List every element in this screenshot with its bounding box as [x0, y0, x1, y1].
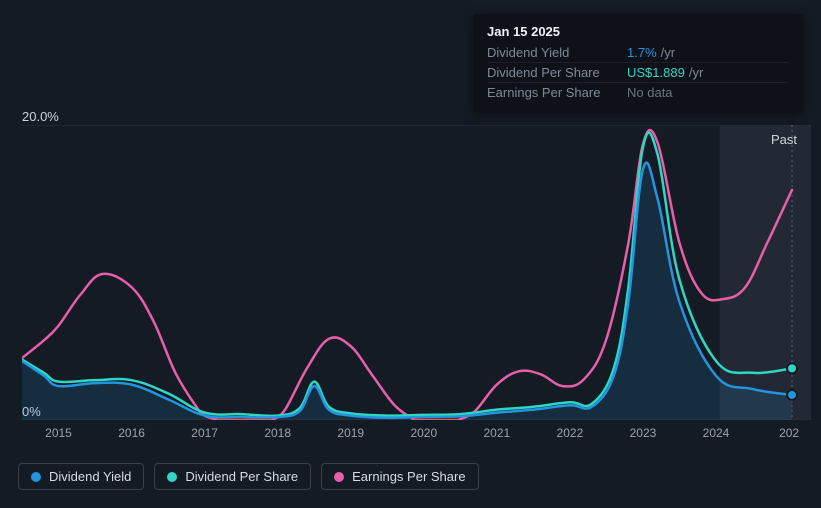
x-tick-label: 202: [779, 426, 799, 440]
line-chart[interactable]: [22, 125, 811, 420]
y-tick-label: 20.0%: [22, 109, 59, 124]
legend: Dividend Yield Dividend Per Share Earnings…: [18, 463, 479, 490]
legend-label: Earnings Per Share: [352, 469, 465, 484]
x-tick-label: 2018: [264, 426, 291, 440]
tooltip-row-value: No data: [627, 83, 789, 103]
x-axis: 2015 2016 2017 2018 2019 2020 2021 2022 2023 2024…: [0, 426, 821, 446]
x-tick-label: 2017: [191, 426, 218, 440]
legend-item-dividend-yield[interactable]: Dividend Yield: [18, 463, 144, 490]
past-label: Past: [771, 132, 797, 147]
tooltip-row-label: Dividend Per Share: [487, 63, 627, 83]
legend-dot: [167, 472, 177, 482]
legend-dot: [334, 472, 344, 482]
chart-tooltip: Jan 15 2025 Dividend Yield1.7%/yrDividen…: [473, 14, 803, 112]
line-earnings-per-share: [272, 337, 414, 420]
x-tick-label: 2021: [484, 426, 511, 440]
tooltip-row-label: Dividend Yield: [487, 43, 627, 63]
tooltip-table: Dividend Yield1.7%/yrDividend Per ShareU…: [487, 43, 789, 102]
tooltip-row-value: US$1.889/yr: [627, 63, 789, 83]
tooltip-date: Jan 15 2025: [487, 24, 789, 39]
x-tick-label: 2023: [630, 426, 657, 440]
legend-label: Dividend Yield: [49, 469, 131, 484]
x-tick-label: 2019: [337, 426, 364, 440]
x-tick-label: 2020: [410, 426, 437, 440]
legend-item-dividend-per-share[interactable]: Dividend Per Share: [154, 463, 311, 490]
tooltip-row: Earnings Per ShareNo data: [487, 83, 789, 103]
legend-item-earnings-per-share[interactable]: Earnings Per Share: [321, 463, 478, 490]
tooltip-row-label: Earnings Per Share: [487, 83, 627, 103]
tooltip-row-value: 1.7%/yr: [627, 43, 789, 63]
tooltip-row: Dividend Per ShareUS$1.889/yr: [487, 63, 789, 83]
x-tick-label: 2024: [703, 426, 730, 440]
x-tick-label: 2015: [45, 426, 72, 440]
x-tick-label: 2016: [118, 426, 145, 440]
x-tick-label: 2022: [557, 426, 584, 440]
series-endpoint: [787, 390, 797, 400]
chart-container: Jan 15 2025 Dividend Yield1.7%/yrDividen…: [0, 0, 821, 508]
tooltip-row: Dividend Yield1.7%/yr: [487, 43, 789, 63]
past-band: [720, 125, 811, 420]
series-endpoint: [787, 363, 797, 373]
legend-dot: [31, 472, 41, 482]
legend-label: Dividend Per Share: [185, 469, 298, 484]
